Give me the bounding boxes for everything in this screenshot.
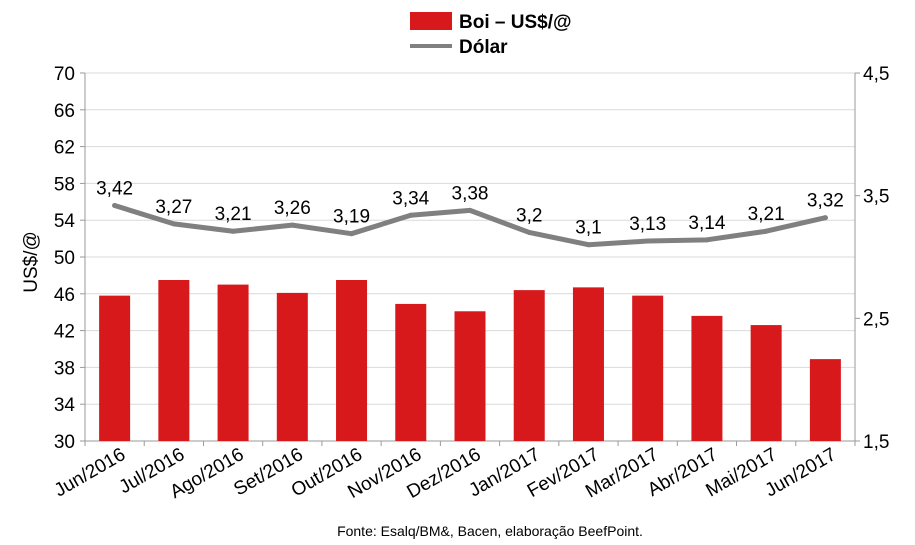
bar [809, 359, 841, 441]
line-point [230, 228, 236, 234]
y-tick-label: 50 [54, 248, 75, 269]
data-label: 3,27 [155, 197, 192, 218]
data-label: 3,26 [274, 198, 311, 219]
y-tick-label: 34 [54, 395, 76, 416]
grid-lines [85, 72, 855, 442]
y-tick-label: 54 [54, 211, 76, 232]
line-point [171, 221, 177, 227]
y-axis-label: US$/@ [21, 231, 42, 293]
data-label: 3,13 [629, 214, 666, 235]
bar-series [99, 280, 841, 441]
y-tick-label: 30 [54, 432, 75, 453]
y-tick-label: 66 [54, 101, 75, 122]
y-tick-label: 42 [54, 322, 75, 343]
bar [158, 280, 190, 441]
line-point [704, 237, 710, 243]
source-note: Fonte: Esalq/BM&, Bacen, elaboração Beef… [337, 523, 643, 539]
legend-label-dolar: Dólar [459, 37, 508, 58]
y2-tick-label: 4,5 [863, 64, 889, 85]
line-point [645, 238, 651, 244]
data-label: 3,1 [575, 218, 601, 239]
data-labels: 3,42 3,27 3,21 3,26 3,19 3,34 3,38 3,2 3,1 3,13 3,… [96, 178, 844, 238]
data-label: 3,2 [516, 205, 542, 226]
bar [276, 292, 308, 441]
x-axis-ticks: Jun/2016Jul/2016Ago/2016Set/2016Out/2016… [51, 444, 840, 503]
bar [691, 315, 723, 441]
line-point [526, 229, 532, 235]
line-point [763, 228, 769, 234]
bar [632, 295, 664, 441]
data-label: 3,38 [452, 183, 489, 204]
right-axis-ticks: 1,5 2,5 3,5 4,5 [863, 64, 889, 453]
bar [99, 295, 131, 441]
y-tick-label: 38 [54, 358, 75, 379]
y-tick-label: 62 [54, 138, 75, 159]
data-label: 3,32 [807, 191, 844, 212]
legend-label-boi: Boi – US$/@ [459, 12, 572, 33]
data-label: 3,14 [688, 213, 725, 234]
bar [336, 280, 368, 441]
y-tick-label: 46 [54, 285, 75, 306]
bar [217, 284, 249, 441]
line-point [467, 207, 473, 213]
line-point [822, 215, 828, 221]
y-tick-label: 58 [54, 174, 75, 195]
line-series [112, 202, 828, 248]
y-tick-label: 70 [54, 64, 75, 85]
data-label: 3,34 [392, 188, 429, 209]
line-point [112, 202, 118, 208]
legend: Boi – US$/@ Dólar [410, 12, 572, 58]
bar [513, 290, 545, 441]
data-label: 3,21 [748, 204, 785, 225]
bar [572, 287, 604, 441]
line-point [349, 231, 355, 237]
y2-tick-label: 1,5 [863, 432, 889, 453]
legend-swatch-boi [410, 12, 452, 30]
line-point [289, 222, 295, 228]
y2-tick-label: 3,5 [863, 187, 889, 208]
bar [395, 303, 427, 441]
line-point [408, 212, 414, 218]
bar [750, 325, 782, 441]
left-axis-ticks: 30 34 38 42 46 50 54 58 62 66 70 [54, 64, 76, 453]
line-point [585, 242, 591, 248]
y2-tick-label: 2,5 [863, 309, 889, 330]
bar [454, 311, 486, 441]
data-label: 3,21 [215, 204, 252, 225]
data-label: 3,42 [96, 178, 133, 199]
data-label: 3,19 [333, 207, 370, 228]
